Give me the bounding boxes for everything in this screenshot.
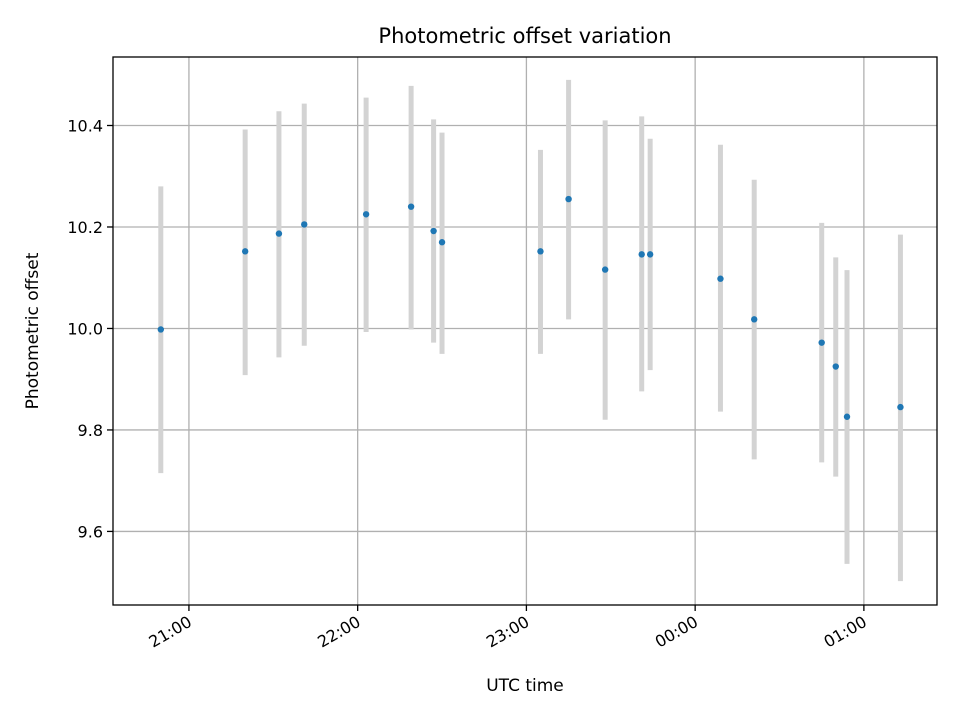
data-point xyxy=(897,403,904,411)
data-points xyxy=(157,195,904,420)
x-axis-label: UTC time xyxy=(486,676,564,696)
plot-frame xyxy=(112,56,938,606)
y-axis-label: Photometric offset xyxy=(23,252,43,409)
data-point xyxy=(832,363,839,370)
y-axis-ticks: 9.6 9.8 10.0 10.2 10.4 xyxy=(67,117,113,541)
data-point xyxy=(646,251,654,258)
data-point xyxy=(717,275,724,282)
data-point xyxy=(565,195,572,203)
data-point xyxy=(818,339,825,346)
data-point xyxy=(537,248,544,255)
data-point xyxy=(638,251,645,258)
data-point xyxy=(275,230,283,237)
y-tick-label: 10.2 xyxy=(67,218,103,237)
data-point xyxy=(601,266,609,273)
data-point xyxy=(430,227,437,235)
data-point xyxy=(843,413,851,420)
chart-title: Photometric offset variation xyxy=(378,24,671,48)
y-tick-label: 9.6 xyxy=(78,522,103,541)
y-tick-label: 9.8 xyxy=(78,421,103,440)
y-tick-label: 10.0 xyxy=(67,319,103,338)
data-point xyxy=(241,248,249,255)
data-point xyxy=(438,239,446,246)
data-point xyxy=(407,203,415,210)
y-tick-label: 10.4 xyxy=(67,117,103,136)
data-point xyxy=(751,316,758,323)
data-point xyxy=(301,221,308,228)
data-point xyxy=(362,211,370,218)
grid xyxy=(113,57,937,605)
data-point xyxy=(157,326,165,333)
